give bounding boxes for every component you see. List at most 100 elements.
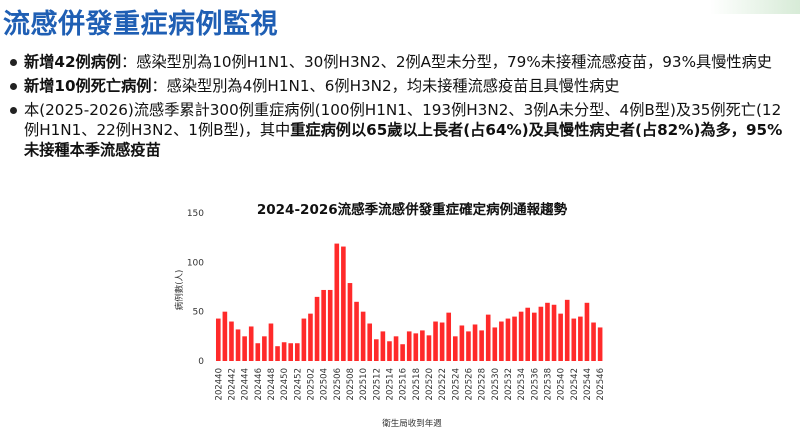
bar-202541 bbox=[564, 299, 570, 361]
y-tick-label: 50 bbox=[193, 308, 205, 318]
x-tick-label: 202544 bbox=[583, 368, 593, 400]
bullet-new-cases: 新增42例病例：感染型別為10例H1N1、30例H3N2、2例A型未分型，79%… bbox=[10, 52, 785, 72]
bar-202514 bbox=[387, 341, 392, 361]
bar-202508 bbox=[347, 283, 353, 361]
x-tick-label: 202440 bbox=[214, 368, 224, 400]
bar-202546 bbox=[597, 327, 603, 361]
x-tick-label: 202508 bbox=[346, 368, 356, 400]
x-tick-label: 202452 bbox=[293, 368, 303, 400]
bar-202512 bbox=[373, 339, 379, 361]
bar-202452 bbox=[294, 343, 300, 361]
bar-202530 bbox=[492, 327, 498, 361]
bar-202536 bbox=[531, 312, 537, 361]
bar-202511 bbox=[367, 323, 373, 361]
chart-title: 2024-2026流感季流感併發重症確定病例通報趨勢 bbox=[257, 201, 568, 218]
x-tick-label: 202446 bbox=[254, 368, 264, 400]
bar-202542 bbox=[571, 318, 577, 361]
bar-202533 bbox=[512, 316, 517, 361]
bar-202523 bbox=[446, 312, 452, 361]
bar-202543 bbox=[578, 316, 583, 361]
x-tick-label: 202520 bbox=[425, 368, 435, 400]
bar-202513 bbox=[380, 331, 386, 361]
x-tick-label: 202522 bbox=[438, 368, 448, 400]
bullet-season-total: 本(2025-2026)流感季累計300例重症病例(100例H1N1、193例H… bbox=[10, 100, 785, 160]
bullet-season-total-bold: 重症病例以65歲以上長者(占64%)及具慢性病史者(占82%)為多，95%未接種… bbox=[24, 121, 783, 159]
bar-202515 bbox=[393, 336, 399, 361]
bar-202449 bbox=[275, 346, 280, 361]
bar-202507 bbox=[341, 246, 346, 361]
bar-202544 bbox=[584, 302, 590, 361]
x-tick-label: 202538 bbox=[543, 368, 553, 400]
x-tick-label: 202540 bbox=[557, 368, 567, 400]
bar-202525 bbox=[459, 325, 465, 361]
bar-202510 bbox=[360, 311, 366, 361]
bar-202446 bbox=[255, 343, 261, 361]
x-tick-label: 202514 bbox=[385, 368, 395, 400]
bar-202447 bbox=[262, 336, 267, 361]
x-tick-label: 202526 bbox=[464, 368, 474, 400]
bar-202522 bbox=[439, 322, 445, 361]
x-tick-label: 202512 bbox=[372, 368, 382, 400]
bar-202448 bbox=[268, 323, 274, 361]
bar-202519 bbox=[420, 330, 425, 361]
y-ticks: 0 50 100 150 bbox=[187, 209, 204, 367]
y-tick-label: 150 bbox=[187, 209, 204, 219]
x-tick-label: 202518 bbox=[412, 368, 422, 400]
bullet-new-deaths: 新增10例死亡病例：感染型別為4例H1N1、6例H3N2，均未接種流感疫苗且具慢… bbox=[10, 76, 785, 96]
bar-202532 bbox=[505, 318, 511, 361]
bar-202528 bbox=[479, 330, 484, 361]
bar-202442 bbox=[229, 321, 234, 361]
bar-202537 bbox=[538, 306, 544, 361]
bar-202534 bbox=[518, 311, 524, 361]
bar-202445 bbox=[248, 326, 254, 361]
bar-202505 bbox=[327, 289, 333, 361]
x-tick-label: 202516 bbox=[399, 368, 409, 400]
bar-202516 bbox=[400, 344, 405, 361]
bar-202535 bbox=[525, 307, 531, 361]
x-tick-label: 202448 bbox=[267, 368, 277, 400]
y-axis-label: 病例數(人) bbox=[174, 270, 185, 311]
y-tick-label: 100 bbox=[187, 258, 204, 268]
x-axis-label: 衛生局收到年週 bbox=[382, 418, 442, 429]
bar-202504 bbox=[321, 289, 326, 361]
bar-202502 bbox=[308, 313, 313, 361]
bar-202451 bbox=[288, 343, 294, 361]
x-tick-label: 202504 bbox=[320, 368, 330, 400]
bar-202506 bbox=[334, 243, 340, 361]
bar-202443 bbox=[235, 329, 241, 361]
x-ticks: 202440 202442 202444 202446 202448 202450 2024… bbox=[214, 368, 606, 400]
bar-202527 bbox=[472, 324, 478, 361]
bar-202441 bbox=[222, 311, 228, 361]
bar-202520 bbox=[426, 335, 432, 361]
page-title-part1: 流感併發重症 bbox=[3, 9, 168, 40]
bar-202538 bbox=[545, 302, 550, 361]
bar-202450 bbox=[281, 342, 287, 361]
bar-202440 bbox=[215, 318, 221, 361]
page-title-part2: 病例監視 bbox=[168, 9, 278, 40]
bullet-new-cases-bold: 新增42例病例 bbox=[24, 53, 122, 71]
x-tick-label: 202524 bbox=[451, 368, 461, 400]
bar-202518 bbox=[413, 333, 419, 361]
bar-202521 bbox=[433, 321, 438, 361]
bar-202539 bbox=[551, 304, 557, 361]
x-tick-label: 202534 bbox=[517, 368, 527, 400]
bar-202444 bbox=[242, 336, 247, 361]
x-tick-label: 202532 bbox=[504, 368, 514, 400]
bullet-new-deaths-bold: 新增10例死亡病例 bbox=[24, 77, 152, 95]
x-tick-label: 202444 bbox=[241, 368, 251, 400]
x-tick-label: 202536 bbox=[530, 368, 540, 400]
x-tick-label: 202450 bbox=[280, 368, 290, 400]
bar-202503 bbox=[314, 296, 320, 361]
bar-202540 bbox=[558, 313, 563, 361]
corner-decoration bbox=[710, 0, 800, 14]
x-tick-label: 202542 bbox=[570, 368, 580, 400]
y-tick-label: 0 bbox=[198, 357, 204, 367]
x-tick-label: 202546 bbox=[596, 368, 606, 400]
x-tick-label: 202530 bbox=[491, 368, 501, 400]
x-tick-label: 202502 bbox=[306, 368, 316, 400]
bullet-season-total-text: 本(2025-2026)流感季累計300例重症病例(100例H1N1、193例H… bbox=[24, 101, 782, 139]
summary-bullets: 新增42例病例：感染型別為10例H1N1、30例H3N2、2例A型未分型，79%… bbox=[10, 52, 785, 164]
bar-202517 bbox=[406, 331, 412, 361]
x-tick-label: 202506 bbox=[333, 368, 343, 400]
bar-202509 bbox=[354, 301, 359, 361]
